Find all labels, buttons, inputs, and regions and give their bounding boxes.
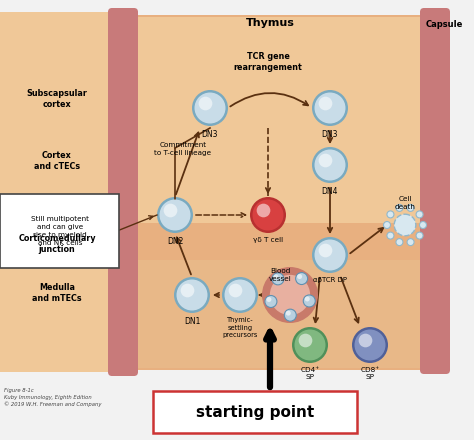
Bar <box>136 260 422 368</box>
Circle shape <box>315 150 346 180</box>
Circle shape <box>315 239 346 271</box>
Circle shape <box>396 238 403 246</box>
Circle shape <box>164 204 177 217</box>
Circle shape <box>265 296 277 308</box>
Circle shape <box>228 284 242 297</box>
FancyBboxPatch shape <box>420 8 450 374</box>
Circle shape <box>315 92 346 124</box>
Text: starting point: starting point <box>196 404 314 419</box>
Circle shape <box>174 277 210 313</box>
Text: Cortex
and cTECs: Cortex and cTECs <box>34 150 80 171</box>
Text: DN3: DN3 <box>322 130 338 139</box>
Circle shape <box>159 199 191 231</box>
Text: Thymus: Thymus <box>246 18 294 28</box>
Circle shape <box>319 97 332 110</box>
Circle shape <box>299 334 312 347</box>
Text: CD8⁺
SP: CD8⁺ SP <box>360 367 380 380</box>
Circle shape <box>407 238 414 246</box>
Bar <box>0 0 474 15</box>
Text: Thymic-
settling
precursors: Thymic- settling precursors <box>222 317 258 338</box>
Circle shape <box>383 221 391 228</box>
Text: Subscapsular
cortex: Subscapsular cortex <box>27 89 87 109</box>
Circle shape <box>256 204 270 217</box>
Circle shape <box>387 232 394 239</box>
Circle shape <box>199 97 212 110</box>
Circle shape <box>266 297 272 302</box>
Circle shape <box>225 279 255 311</box>
Circle shape <box>176 279 208 311</box>
Text: DN3: DN3 <box>202 130 218 139</box>
Circle shape <box>222 277 258 313</box>
Circle shape <box>319 154 332 167</box>
Circle shape <box>396 205 403 211</box>
Text: DN4: DN4 <box>322 187 338 196</box>
Circle shape <box>157 197 193 233</box>
Circle shape <box>359 334 373 347</box>
Text: CD4⁺
SP: CD4⁺ SP <box>301 367 319 380</box>
Circle shape <box>407 205 414 211</box>
Circle shape <box>250 197 286 233</box>
Circle shape <box>312 90 348 126</box>
Circle shape <box>355 330 385 360</box>
Bar <box>0 0 118 370</box>
Text: Cell
death: Cell death <box>394 196 415 209</box>
Circle shape <box>192 90 228 126</box>
Circle shape <box>319 244 332 257</box>
Text: Corticomedullary
junction: Corticomedullary junction <box>18 234 96 254</box>
Text: TCR gene
rearrangement: TCR gene rearrangement <box>234 52 302 72</box>
Text: DN2: DN2 <box>167 237 183 246</box>
Circle shape <box>292 327 328 363</box>
Circle shape <box>181 284 194 297</box>
Text: Commitment
to T-cell lineage: Commitment to T-cell lineage <box>155 142 211 155</box>
Circle shape <box>296 272 308 285</box>
Circle shape <box>273 275 278 279</box>
Text: Medulla
and mTECs: Medulla and mTECs <box>32 282 82 303</box>
FancyBboxPatch shape <box>133 17 425 223</box>
Text: DN1: DN1 <box>184 317 200 326</box>
Text: Blood
vessel: Blood vessel <box>269 268 292 282</box>
Circle shape <box>419 221 427 228</box>
Circle shape <box>297 274 302 279</box>
Circle shape <box>303 295 315 307</box>
Text: γδ T cell: γδ T cell <box>253 237 283 243</box>
Circle shape <box>262 267 318 323</box>
Circle shape <box>305 297 310 301</box>
Text: αβTCR DP: αβTCR DP <box>313 277 347 283</box>
Bar <box>0 12 114 372</box>
Circle shape <box>194 92 226 124</box>
Circle shape <box>312 147 348 183</box>
Circle shape <box>272 273 284 285</box>
Circle shape <box>416 211 423 218</box>
Circle shape <box>312 237 348 273</box>
Circle shape <box>387 211 394 218</box>
Circle shape <box>352 327 388 363</box>
Circle shape <box>394 214 416 236</box>
Circle shape <box>253 199 283 231</box>
Bar <box>446 12 474 372</box>
Circle shape <box>284 309 296 321</box>
Text: Capsule: Capsule <box>426 20 463 29</box>
Circle shape <box>270 275 310 315</box>
Text: Still multipotent
and can give
rise to myeloid
and NK cells: Still multipotent and can give rise to m… <box>31 216 89 246</box>
FancyBboxPatch shape <box>153 391 357 433</box>
FancyBboxPatch shape <box>108 8 138 376</box>
Bar <box>118 10 448 370</box>
Circle shape <box>286 311 291 315</box>
Text: Figure 8-1c
Kuby Immunology, Eighth Edition
© 2019 W.H. Freeman and Company: Figure 8-1c Kuby Immunology, Eighth Edit… <box>4 388 101 407</box>
Circle shape <box>416 232 423 239</box>
FancyBboxPatch shape <box>0 194 119 268</box>
Circle shape <box>294 330 326 360</box>
